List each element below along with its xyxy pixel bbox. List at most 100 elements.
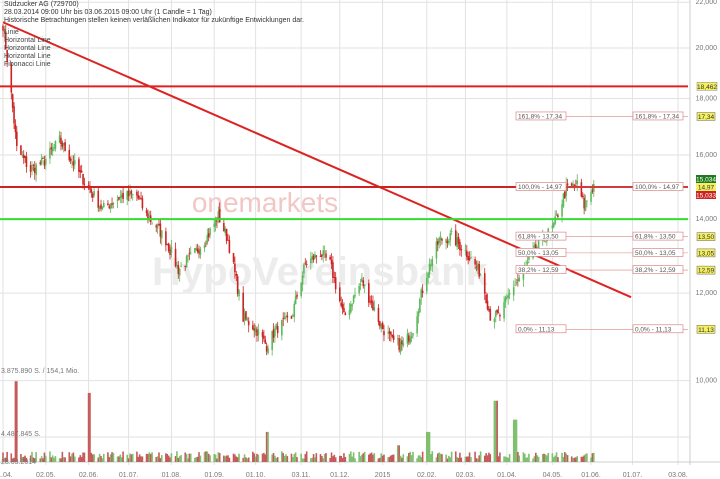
candle-body xyxy=(517,279,519,281)
candle-body xyxy=(127,190,130,197)
candle-body xyxy=(362,280,365,287)
last-price-label: 15,033 xyxy=(696,192,716,199)
candle-body xyxy=(572,184,574,187)
volume-bar xyxy=(562,456,565,462)
volume-bar xyxy=(584,454,587,462)
candle-body xyxy=(535,244,537,250)
candle-body xyxy=(311,256,314,260)
volume-bar xyxy=(591,453,594,462)
volume-bar xyxy=(11,458,14,462)
x-tick-label: 01.04. xyxy=(497,472,517,479)
volume-bar xyxy=(223,455,225,462)
volume-bar xyxy=(544,454,547,462)
volume-bar xyxy=(6,451,8,462)
candle-body xyxy=(196,248,199,252)
legend-item-fibonacci[interactable]: Fibonacci Linie xyxy=(4,61,51,68)
volume-bar xyxy=(470,457,472,462)
volume-bar xyxy=(315,453,318,462)
candle-body xyxy=(3,30,6,32)
candle-body xyxy=(71,161,73,163)
volume-bar xyxy=(22,456,25,462)
volume-bar xyxy=(408,452,410,462)
candle-body xyxy=(122,192,124,199)
x-tick-label: 03.08. xyxy=(668,472,688,479)
drawing-legend: Linie Horizontal Line Horizontal Line Ho… xyxy=(4,29,51,69)
legend-item-horizontal-line[interactable]: Horizontal Line xyxy=(4,37,51,44)
candle-body xyxy=(223,223,225,232)
candle-body xyxy=(281,319,283,336)
candle-body xyxy=(50,147,53,150)
candle-body xyxy=(4,31,7,50)
candle-body xyxy=(10,63,13,93)
legend-item-horizontal-line[interactable]: Horizontal Line xyxy=(4,45,51,52)
candle-body xyxy=(507,295,510,298)
candle-body xyxy=(390,332,392,335)
volume-bar xyxy=(379,457,381,462)
candle-body xyxy=(460,249,463,251)
candle-body xyxy=(14,124,17,133)
candle-body xyxy=(60,137,62,145)
candle-body xyxy=(352,295,355,303)
volume-bar xyxy=(243,454,246,462)
volume-bar xyxy=(445,454,447,462)
candle-body xyxy=(428,263,431,274)
candle-body xyxy=(312,255,315,260)
candle-body xyxy=(151,223,153,225)
volume-bar xyxy=(396,445,399,462)
price-tag-label: 13,05 xyxy=(698,250,715,257)
volume-bar xyxy=(380,453,383,462)
candle-body xyxy=(167,243,170,251)
volume-bar xyxy=(252,451,254,462)
y-tick-label: 16,000 xyxy=(696,152,718,159)
volume-bar xyxy=(311,457,314,462)
legend-item-horizontal-line[interactable]: Horizontal Line xyxy=(4,53,51,60)
candle-body xyxy=(322,250,325,256)
fib-label-box xyxy=(515,324,567,334)
candle-body xyxy=(49,148,51,159)
candle-body xyxy=(180,265,182,267)
x-tick-label: 03.11. xyxy=(292,472,311,479)
volume-bar xyxy=(44,455,47,462)
volume-bar xyxy=(39,458,42,462)
volume-bar xyxy=(352,452,355,462)
volume-bar xyxy=(333,454,336,462)
candle-body xyxy=(494,310,497,318)
volume-bar xyxy=(504,456,507,462)
volume-bar xyxy=(343,453,345,462)
fib-label: 161,8% - 17,34 xyxy=(518,113,562,120)
candle-body xyxy=(25,156,28,167)
candle-body xyxy=(358,285,360,294)
candle-body xyxy=(515,281,518,284)
volume-bar xyxy=(51,455,54,462)
volume-bar xyxy=(24,455,26,462)
volume-bar xyxy=(468,452,471,462)
volume-bar xyxy=(310,458,312,462)
volume-bar xyxy=(450,451,453,462)
candle-body xyxy=(141,198,144,209)
x-tick-label: 02.03. xyxy=(456,472,476,479)
legend-item-line[interactable]: Linie xyxy=(4,29,19,36)
candle-body xyxy=(155,225,158,228)
volume-bar xyxy=(323,454,326,462)
candle-body xyxy=(445,239,447,243)
candle-body xyxy=(256,329,258,336)
candle-body xyxy=(31,166,33,171)
volume-bar xyxy=(486,455,489,462)
candle-body xyxy=(286,315,289,318)
volume-bar xyxy=(83,452,86,462)
x-tick-label: 01.07. xyxy=(623,472,643,479)
price-tag xyxy=(696,82,718,91)
candle-body xyxy=(68,149,71,161)
volume-bar xyxy=(155,456,158,462)
candle-body xyxy=(261,331,264,337)
volume-bar xyxy=(42,458,44,462)
volume-bar xyxy=(14,381,17,462)
volume-bar xyxy=(322,458,325,462)
volume-bar xyxy=(69,456,72,462)
volume-bar xyxy=(506,457,508,462)
candle-body xyxy=(410,335,413,339)
volume-bar xyxy=(174,456,177,462)
candle-body xyxy=(315,255,318,257)
volume-bar xyxy=(216,458,218,462)
